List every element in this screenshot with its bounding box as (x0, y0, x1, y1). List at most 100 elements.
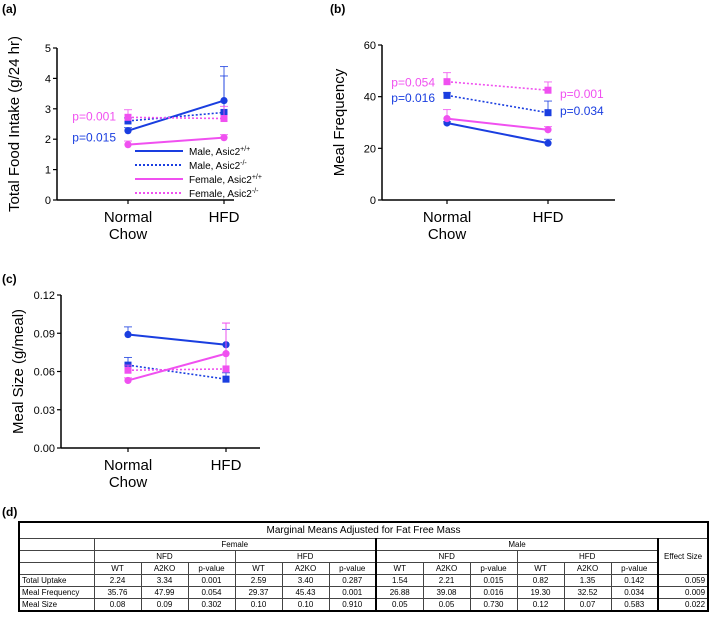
p-value-annotation: p=0.015 (72, 131, 116, 145)
table-cell: 19.30 (516, 586, 565, 599)
table-cell: 45.43 (281, 586, 330, 599)
table-cell: 0.10 (234, 598, 283, 612)
data-point (544, 86, 552, 94)
table-cell: 0.054 (187, 586, 236, 599)
x-tick-label-line: HFD (211, 457, 242, 474)
table-cell: 0.730 (469, 598, 518, 612)
header-col: A2KO (140, 562, 189, 575)
table-cell: 0.034 (610, 586, 659, 599)
header-col: WT (375, 562, 424, 575)
table-cell: 0.302 (187, 598, 236, 612)
table-cell: 0.001 (328, 586, 377, 599)
legend-label-text: Male, Asic2 (189, 161, 241, 172)
table-cell: 0.05 (375, 598, 424, 612)
header-col: A2KO (422, 562, 471, 575)
y-tick-label: 0 (370, 195, 376, 207)
data-point (124, 113, 132, 121)
header-col: A2KO (281, 562, 330, 575)
y-tick-label: 0 (45, 195, 51, 207)
table-cell: 1.54 (375, 574, 424, 587)
legend-label-sup: -/- (240, 160, 247, 167)
legend-label: Female, Asic2+/+ (189, 174, 262, 186)
table-cell: 29.37 (234, 586, 283, 599)
x-tick-label-line: Normal (104, 209, 152, 226)
y-axis-label: Meal Frequency (331, 68, 348, 176)
y-axis-label: Meal Size (g/meal) (10, 309, 27, 434)
x-tick-label: Normal Chow (104, 209, 152, 243)
effect-size-cell: 0.059 (656, 574, 709, 587)
y-tick-label: 4 (45, 73, 51, 85)
table-cell: 0.09 (140, 598, 189, 612)
table-cell: 0.05 (422, 598, 471, 612)
table-cell: 39.08 (422, 586, 471, 599)
x-tick-label: Normal Chow (423, 209, 471, 243)
header-col: p-value (610, 562, 659, 575)
x-tick-label-line: Chow (109, 226, 148, 243)
header-diet: HFD (234, 550, 377, 563)
x-tick-label-line: HFD (533, 209, 564, 226)
header-col: WT (93, 562, 142, 575)
y-tick-label: 0.00 (34, 443, 55, 455)
y-tick-label: 5 (45, 43, 51, 55)
series-line (127, 368, 227, 372)
table-cell: 3.34 (140, 574, 189, 587)
series-line (127, 352, 227, 382)
table-cell: 35.76 (93, 586, 142, 599)
table-cell: 0.015 (469, 574, 518, 587)
row-label: Meal Frequency (18, 586, 95, 599)
table-row: Total Uptake 2.24 3.34 0.001 2.59 3.40 0.287 1.… (18, 574, 709, 587)
x-tick-label: HFD (533, 209, 564, 226)
series-line (127, 111, 225, 122)
x-tick-label-line: HFD (209, 209, 240, 226)
header-male: Male (375, 538, 659, 551)
header-col: A2KO (563, 562, 612, 575)
series-line (127, 364, 227, 380)
table-row: Meal Frequency 35.76 47.99 0.054 29.37 45.43 0… (18, 586, 709, 599)
series-line (127, 99, 225, 132)
table-cell: 0.583 (610, 598, 659, 612)
header-diet: HFD (516, 550, 659, 563)
data-point (222, 365, 230, 373)
table-cell: 2.59 (234, 574, 283, 587)
panel-label-d: (d) (2, 505, 18, 519)
table-cell: 0.142 (610, 574, 659, 587)
x-tick-label-line: Chow (109, 474, 148, 491)
table-cell: 0.82 (516, 574, 565, 587)
series-line (446, 80, 549, 92)
table-title: Marginal Means Adjusted for Fat Free Mas… (18, 521, 709, 539)
header-col: WT (234, 562, 283, 575)
header-diet: NFD (375, 550, 518, 563)
x-tick-label-line: Chow (428, 226, 467, 243)
header-col: WT (516, 562, 565, 575)
header-female: Female (93, 538, 377, 551)
x-tick-label: HFD (211, 457, 242, 474)
row-label: Meal Size (18, 598, 95, 612)
legend-label: Male, Asic2-/- (189, 160, 247, 172)
legend-label: Male, Asic2+/+ (189, 146, 250, 158)
data-point (220, 134, 228, 142)
header-col: p-value (328, 562, 377, 575)
p-value-annotation: p=0.054 (391, 75, 435, 89)
legend-label-text: Male, Asic2 (189, 147, 241, 158)
x-tick-label-line: Normal (104, 457, 152, 474)
series-line (127, 333, 227, 346)
header-diet: NFD (93, 550, 236, 563)
table-cell: 3.40 (281, 574, 330, 587)
legend-label-sup: -/- (252, 188, 259, 195)
y-tick-label: 1 (45, 165, 51, 177)
data-point (544, 109, 552, 117)
panel-label-b: (b) (330, 2, 346, 16)
effect-size-cell: 0.022 (656, 598, 709, 612)
data-point (443, 115, 451, 123)
table-cell: 2.21 (422, 574, 471, 587)
x-tick-label: Normal Chow (104, 457, 152, 491)
data-point (124, 141, 132, 149)
p-value-annotation: p=0.001 (560, 87, 604, 101)
legend-label-sup: +/+ (252, 174, 262, 181)
y-tick-label: 60 (364, 40, 376, 52)
data-point (443, 78, 451, 86)
header-col: p-value (469, 562, 518, 575)
y-axis-label: Total Food Intake (g/24 hr) (6, 36, 23, 212)
x-tick-label: HFD (209, 209, 240, 226)
y-tick-label: 2 (45, 134, 51, 146)
